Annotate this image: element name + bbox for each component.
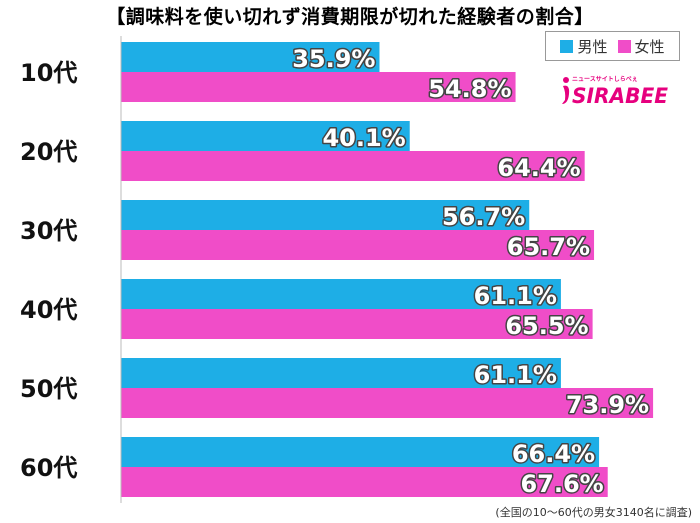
legend-swatch-male [560, 39, 574, 53]
female-value-label: 65.7% [507, 233, 590, 261]
legend-item-male: 男性 [560, 36, 608, 57]
male-bar [121, 42, 380, 72]
male-value-label: 56.7% [442, 203, 525, 231]
category-label: 50代 [20, 375, 77, 403]
female-value-label: 73.9% [566, 391, 649, 419]
category-label: 40代 [20, 296, 77, 324]
male-value-label: 66.4% [512, 440, 595, 468]
legend-swatch-female [617, 39, 631, 53]
category-label: 10代 [20, 59, 77, 87]
category-label: 20代 [20, 138, 77, 166]
male-value-label: 61.1% [474, 361, 557, 389]
female-value-label: 67.6% [520, 470, 603, 498]
logo-dot-icon [563, 77, 569, 83]
male-value-label: 40.1% [322, 124, 405, 152]
legend-label-female: 女性 [634, 37, 665, 56]
legend: 男性 女性 [545, 31, 680, 61]
female-bar [121, 151, 585, 181]
male-value-label: 35.9% [292, 45, 375, 73]
chart-title: 【調味料を使い切れず消費期限が切れた経験者の割合】 [106, 6, 594, 28]
female-bar [121, 72, 516, 102]
male-bar [121, 121, 410, 151]
legend-label-male: 男性 [577, 37, 608, 56]
male-bar [121, 279, 561, 309]
female-bar [121, 388, 654, 418]
male-bar [121, 437, 600, 467]
female-value-label: 65.5% [505, 312, 588, 340]
logo-subtitle: ニュースサイトしらべぇ [572, 76, 638, 83]
male-bar [121, 200, 530, 230]
male-value-label: 61.1% [474, 282, 557, 310]
female-bar [121, 230, 595, 260]
male-bar [121, 358, 561, 388]
female-value-label: 64.4% [497, 154, 580, 182]
female-bar [121, 467, 608, 497]
category-label: 60代 [20, 454, 77, 482]
survey-note: (全国の10～60代の男女3140名に調査) [495, 506, 692, 519]
sirabee-logo: ニュースサイトしらべぇ SIRABEE [562, 76, 669, 108]
category-label: 30代 [20, 217, 77, 245]
female-bar [121, 309, 593, 339]
logo-mark-icon [562, 85, 570, 104]
legend-item-female: 女性 [617, 36, 665, 57]
logo-wordmark: SIRABEE [572, 84, 669, 108]
female-value-label: 54.8% [428, 75, 511, 103]
